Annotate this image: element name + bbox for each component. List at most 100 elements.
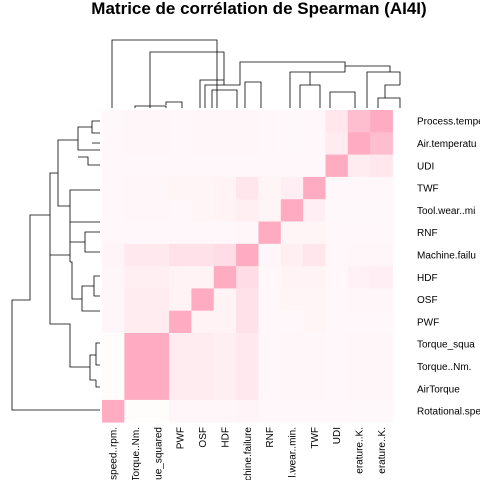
heatmap-cell — [191, 199, 215, 222]
column-label: OSF — [198, 427, 209, 448]
heatmap-cell — [124, 399, 148, 423]
heatmap-cell — [258, 154, 282, 178]
heatmap-cell — [191, 288, 215, 312]
heatmap-cell — [146, 243, 170, 267]
heatmap-cell — [124, 243, 148, 267]
heatmap-cell — [347, 154, 371, 178]
heatmap-cell — [191, 310, 215, 334]
heatmap-cell — [102, 199, 125, 222]
row-label: Torque_squa — [417, 340, 475, 351]
heatmap-cell — [258, 288, 282, 312]
heatmap-cell — [325, 310, 349, 334]
heatmap-cell — [236, 221, 259, 245]
row-label: RNF — [417, 228, 438, 239]
heatmap-cell — [146, 266, 170, 289]
heatmap-cell — [213, 199, 237, 222]
column-label: PWF — [176, 427, 187, 449]
heatmap-cell — [347, 199, 371, 222]
heatmap-cell — [236, 333, 259, 356]
heatmap-cell — [280, 243, 304, 267]
heatmap-cell — [325, 243, 349, 267]
heatmap-cell — [303, 333, 326, 356]
heatmap-cell — [258, 333, 282, 356]
heatmap-cell — [169, 199, 192, 222]
heatmap-cell — [370, 310, 393, 334]
heatmap-cell — [325, 199, 349, 222]
heatmap-cells — [102, 110, 393, 423]
heatmap-cell — [325, 221, 349, 245]
heatmap-cell — [258, 355, 282, 378]
heatmap-cell — [280, 399, 304, 423]
heatmap-cell — [303, 288, 326, 312]
heatmap-cell — [258, 266, 282, 289]
column-dendrogram — [111, 39, 401, 108]
heatmap-cell — [236, 377, 259, 401]
heatmap-cell — [124, 333, 148, 356]
column-label: erature..K. — [355, 427, 366, 474]
heatmap-cell — [102, 333, 125, 356]
heatmap-cell — [347, 399, 371, 423]
heatmap-cell — [213, 399, 237, 423]
heatmap-cell — [370, 266, 393, 289]
heatmap-cell — [370, 355, 393, 378]
heatmap-cell — [347, 266, 371, 289]
heatmap-cell — [303, 154, 326, 178]
heatmap-cell — [124, 176, 148, 200]
heatmap-cell — [280, 377, 304, 401]
column-label: HDF — [220, 427, 231, 448]
heatmap-cell — [325, 110, 349, 133]
heatmap-cell — [146, 110, 170, 133]
heatmap-cell — [124, 199, 148, 222]
row-label: HDF — [417, 273, 438, 284]
row-dendrogram — [11, 120, 100, 411]
heatmap-cell — [325, 132, 349, 155]
heatmap-cell — [102, 154, 125, 178]
heatmap-cell — [236, 154, 259, 178]
column-label: speed..rpm. — [109, 427, 120, 480]
heatmap-cell — [280, 355, 304, 378]
heatmap-cell — [280, 288, 304, 312]
heatmap-cell — [191, 355, 215, 378]
heatmap-cell — [169, 221, 192, 245]
column-label: RNF — [265, 427, 276, 448]
heatmap-cell — [258, 243, 282, 267]
heatmap-cell — [102, 243, 125, 267]
heatmap-cell — [102, 176, 125, 200]
heatmap-cell — [325, 154, 349, 178]
heatmap-cell — [258, 132, 282, 155]
heatmap-cell — [370, 243, 393, 267]
column-label: chine.failure — [243, 427, 254, 480]
heatmap-cell — [169, 132, 192, 155]
heatmap-cell — [124, 221, 148, 245]
column-labels: speed..rpm. Torque..Nm. ue_squared PWF OSF HD… — [109, 427, 388, 480]
heatmap-cell — [146, 310, 170, 334]
heatmap-cell — [303, 176, 326, 200]
heatmap-cell — [370, 221, 393, 245]
heatmap-cell — [213, 176, 237, 200]
heatmap-cell — [213, 310, 237, 334]
row-label: Process.tempe — [417, 117, 480, 128]
row-dendrogram-lines — [11, 120, 100, 411]
heatmap-cell — [280, 266, 304, 289]
heatmap-cell — [303, 355, 326, 378]
heatmap-cell — [236, 110, 259, 133]
row-label: Rotational.spe — [417, 407, 480, 418]
heatmap-cell — [124, 154, 148, 178]
heatmap-cell — [146, 355, 170, 378]
heatmap-cell — [370, 110, 393, 133]
heatmap-cell — [280, 310, 304, 334]
heatmap-cell — [347, 221, 371, 245]
heatmap-cell — [213, 288, 237, 312]
heatmap-cell — [124, 132, 148, 155]
heatmap-cell — [370, 377, 393, 401]
row-label: Machine.failu — [417, 250, 476, 261]
heatmap-cell — [169, 399, 192, 423]
heatmap-cell — [146, 132, 170, 155]
heatmap-cell — [124, 355, 148, 378]
heatmap-cell — [191, 110, 215, 133]
heatmap-cell — [236, 266, 259, 289]
heatmap-cell — [191, 154, 215, 178]
heatmap-cell — [102, 399, 125, 423]
heatmap-cell — [325, 288, 349, 312]
heatmap-cell — [169, 288, 192, 312]
